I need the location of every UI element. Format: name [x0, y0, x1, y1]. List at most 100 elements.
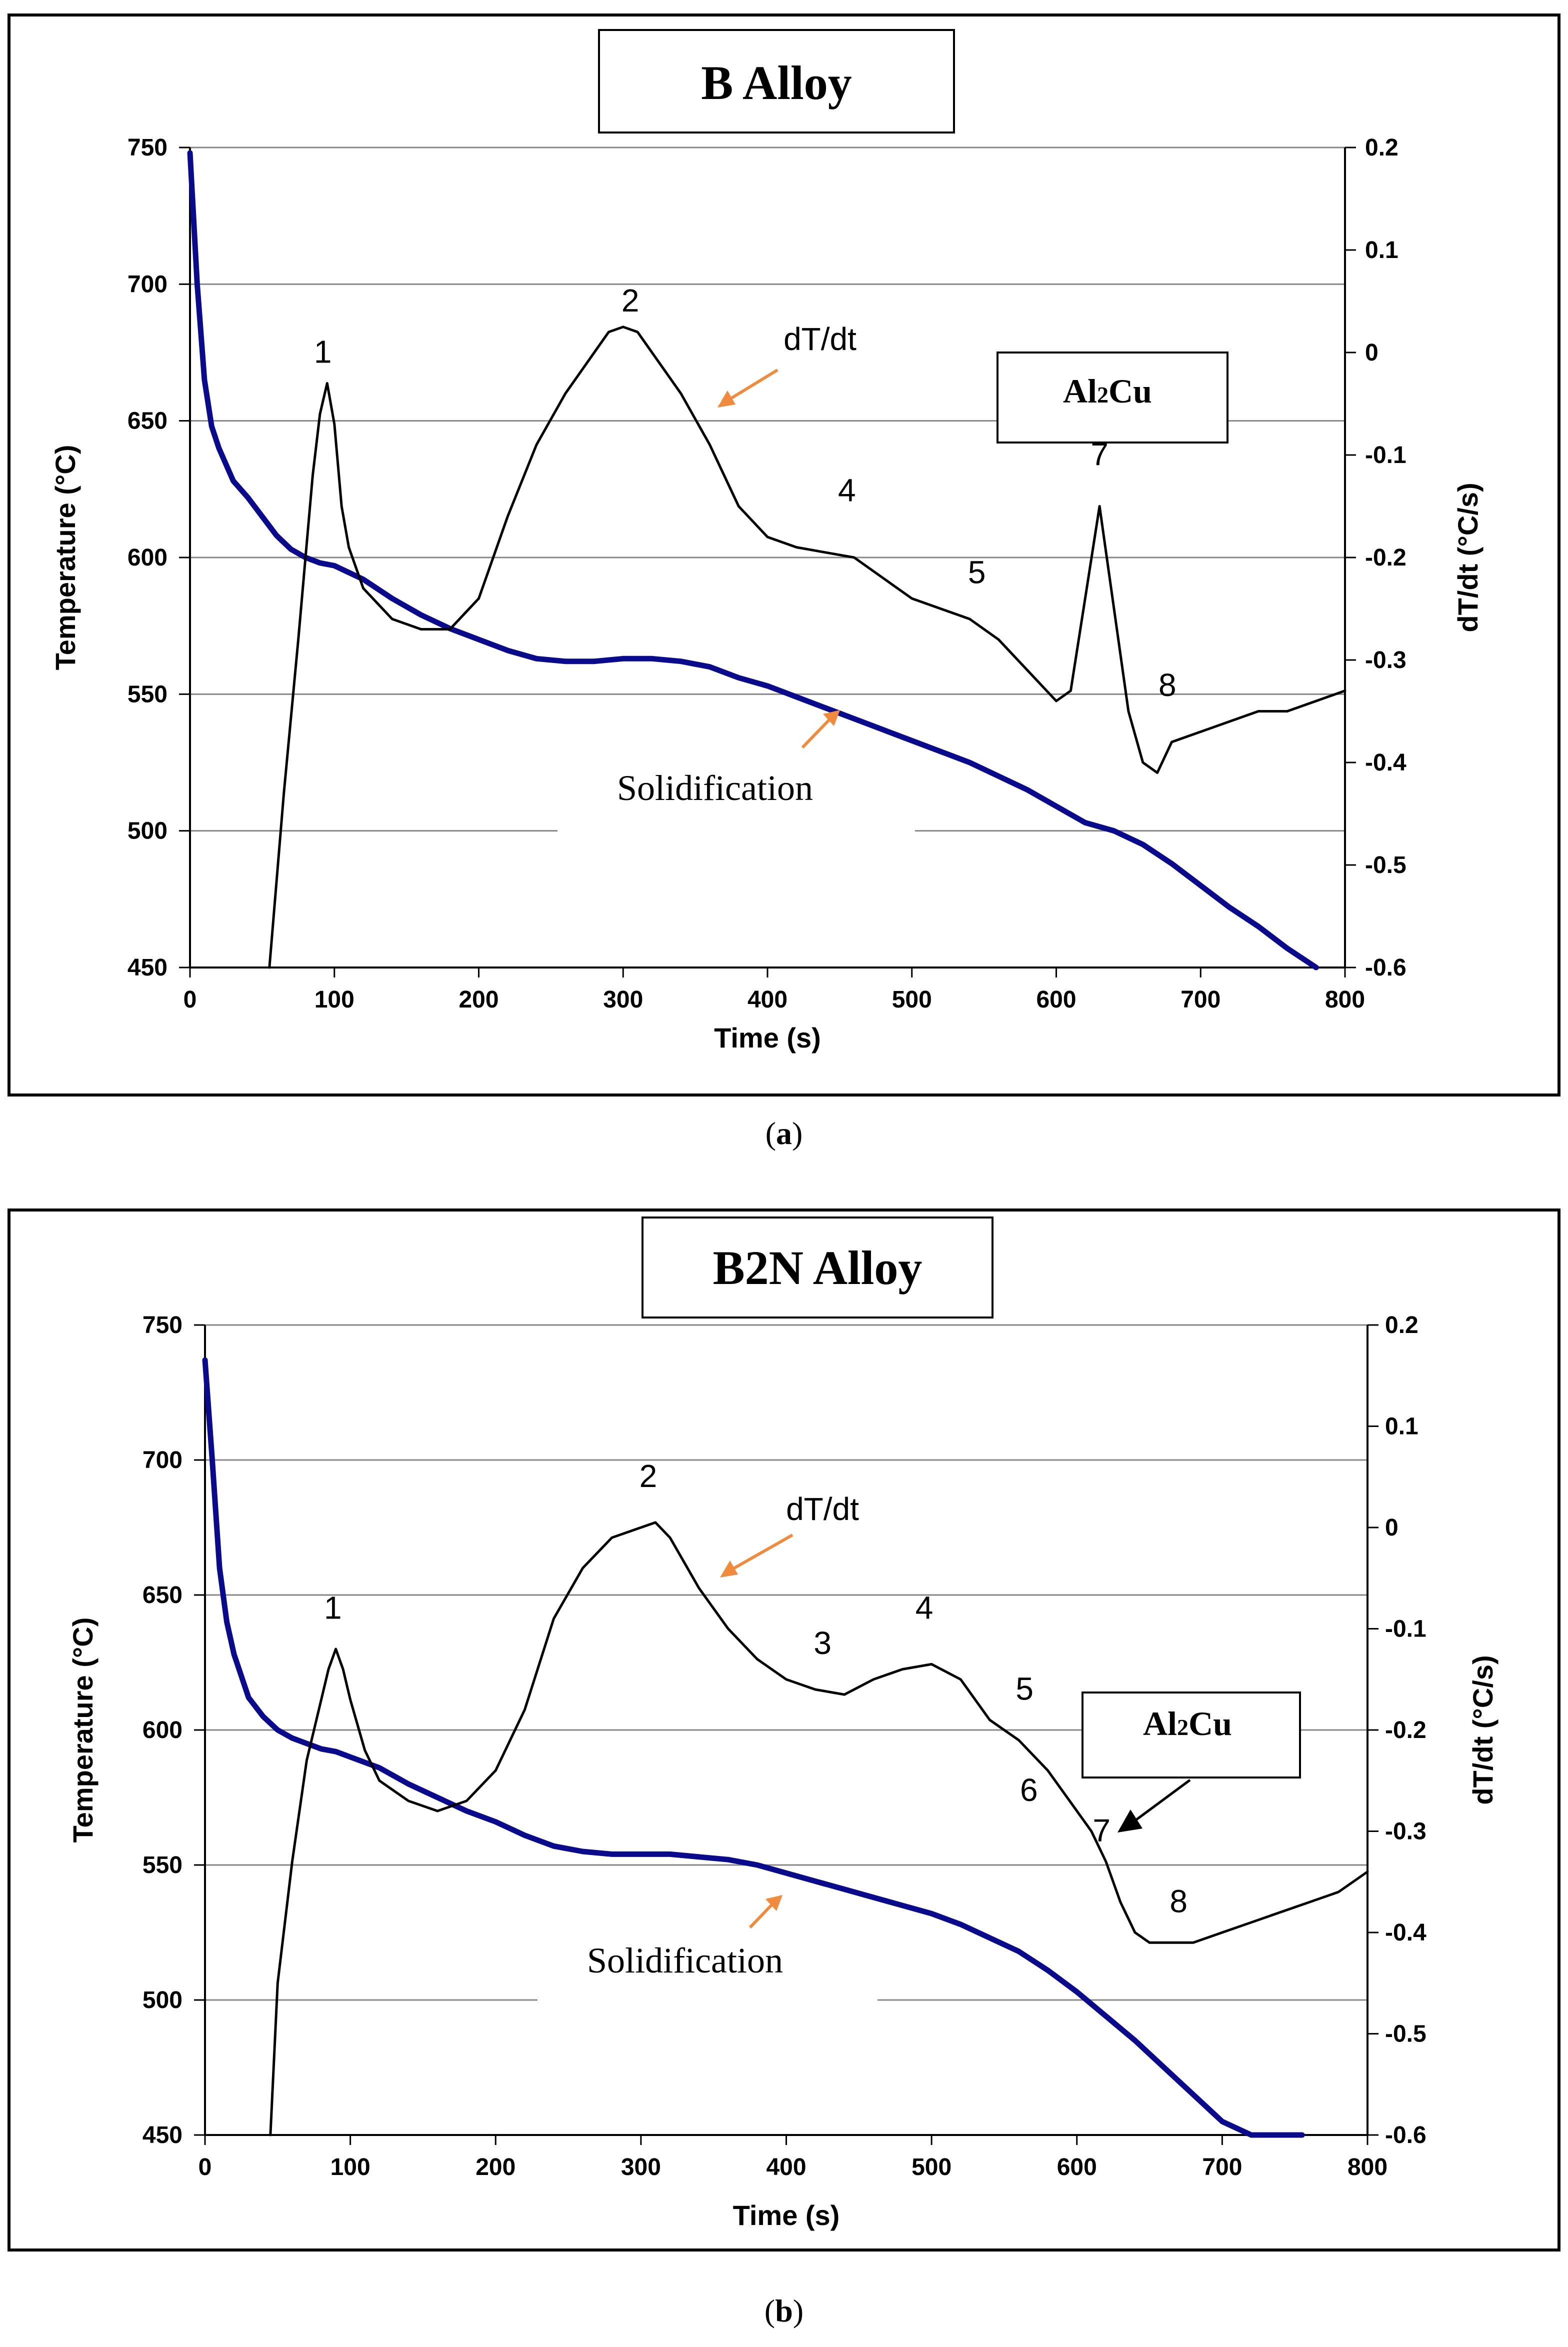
- left-tick-label: 500: [142, 1987, 182, 2014]
- solidification-arrow-head: [766, 1895, 782, 1911]
- title-box: [642, 1216, 994, 1318]
- phase-label: Al2Cu: [1143, 1704, 1232, 1742]
- right-tick-label: -0.5: [1385, 2021, 1426, 2048]
- phase-label-subscript: 2: [1177, 1714, 1188, 1740]
- x-tick-label: 100: [314, 986, 354, 1013]
- left-tick-label: 650: [128, 408, 168, 434]
- phase-box: [1082, 1692, 1301, 1778]
- x-tick-label: 100: [330, 2154, 370, 2180]
- temperature-curve: [187, 150, 1319, 970]
- x-tick-label: 300: [621, 2154, 661, 2180]
- dtdt-curve: [269, 1521, 1369, 2136]
- x-tick-label: 0: [198, 2154, 212, 2180]
- title-box: [598, 29, 955, 134]
- peak-label-8: 8: [1170, 1884, 1188, 1920]
- phase-label-tail: Cu: [1108, 372, 1152, 410]
- y-axis-title-left: Temperature (°C): [50, 445, 81, 670]
- x-tick-label: 500: [892, 986, 932, 1013]
- right-tick-label: -0.1: [1385, 1616, 1426, 1642]
- right-tick-label: 0.2: [1385, 1312, 1418, 1338]
- peak-label-7: 7: [1092, 1812, 1110, 1848]
- y-axis-title-left: Temperature (°C): [67, 1618, 98, 1843]
- x-tick-label: 800: [1348, 2154, 1388, 2180]
- peak-label-2: 2: [640, 1458, 658, 1494]
- x-axis-title: Time (s): [714, 1022, 821, 1054]
- left-tick-label: 750: [128, 134, 168, 161]
- left-tick-label: 450: [128, 954, 168, 981]
- y-axis-title-right: dT/dt (°C/s): [1467, 1655, 1498, 1804]
- x-tick-label: 0: [184, 986, 197, 1013]
- left-tick-label: 600: [142, 1717, 182, 1744]
- temperature-curve: [202, 1357, 1305, 2138]
- peak-label-1: 1: [324, 1590, 342, 1626]
- phase-arrow-head: [1118, 1810, 1142, 1832]
- peak-label-6: 6: [1020, 1772, 1038, 1808]
- right-tick-label: 0: [1365, 340, 1378, 366]
- panel-a: 750 700 650 600 550 500 450 0 100 200 300 400 500 600…: [0, 0, 1568, 1105]
- right-tick-label: -0.6: [1365, 954, 1406, 981]
- caption-b-letter: b: [775, 2293, 793, 2328]
- peak-label-3: 3: [814, 1625, 832, 1661]
- right-tick-label: -0.4: [1365, 750, 1406, 776]
- x-tick-label: 600: [1036, 986, 1076, 1013]
- left-tick-label: 450: [142, 2122, 182, 2148]
- phase-label-base: Al: [1063, 372, 1097, 410]
- peak-label-1: 1: [314, 334, 332, 370]
- chart-title: B Alloy: [701, 56, 852, 110]
- left-tick-label: 750: [142, 1312, 182, 1338]
- left-tick-label: 550: [142, 1852, 182, 1878]
- dtdt-arrow-line: [726, 368, 778, 402]
- left-tick-label: 700: [128, 271, 168, 298]
- left-tick-label: 500: [128, 818, 168, 844]
- x-tick-label: 700: [1202, 2154, 1242, 2180]
- x-tick-label: 200: [476, 2154, 516, 2180]
- peak-label-5: 5: [1016, 1670, 1034, 1706]
- phase-label-tail: Cu: [1188, 1704, 1232, 1742]
- caption-b: (b): [764, 2293, 804, 2328]
- peak-label-4: 4: [838, 472, 856, 508]
- left-tick-label: 550: [128, 681, 168, 708]
- x-tick-label: 400: [748, 986, 788, 1013]
- x-tick-label: 500: [912, 2154, 952, 2180]
- right-tick-label: -0.3: [1365, 647, 1406, 674]
- phase-label-base: Al: [1143, 1704, 1177, 1742]
- right-tick-label: 0.1: [1365, 237, 1398, 264]
- chart-title: B2N Alloy: [713, 1241, 922, 1294]
- right-tick-label: -0.4: [1385, 1920, 1426, 1946]
- dtdt-arrow-head: [720, 1560, 738, 1578]
- dtdt-arrow-head: [718, 390, 736, 408]
- x-tick-label: 300: [603, 986, 643, 1013]
- right-tick-label: 0.2: [1365, 134, 1398, 161]
- right-tick-label: -0.6: [1385, 2122, 1426, 2148]
- solidification-arrow-line: [748, 1902, 775, 1929]
- solidification-arrow-head: [823, 710, 840, 726]
- panel-b: 750 700 650 600 550 500 450 0 100 200 300 400 500 600…: [0, 1195, 1568, 2265]
- caption-a: (a): [765, 1116, 803, 1151]
- phase-arrow-line: [1132, 1778, 1191, 1824]
- right-tick-label: 0: [1385, 1514, 1398, 1541]
- panel-frame: [8, 14, 1560, 1096]
- right-tick-label: -0.5: [1365, 852, 1406, 878]
- left-tick-label: 650: [142, 1582, 182, 1608]
- phase-label-subscript: 2: [1097, 382, 1108, 408]
- x-tick-label: 400: [766, 2154, 806, 2180]
- peak-label-5: 5: [968, 554, 986, 590]
- phase-label: Al2Cu: [1063, 372, 1152, 410]
- dtdt-arrow-line: [729, 1534, 794, 1572]
- x-axis-title: Time (s): [733, 2200, 840, 2231]
- x-tick-label: 600: [1057, 2154, 1097, 2180]
- x-tick-label: 800: [1325, 986, 1365, 1013]
- peak-label-2: 2: [622, 282, 640, 318]
- right-tick-label: -0.2: [1385, 1717, 1426, 1744]
- right-tick-label: 0.1: [1385, 1414, 1418, 1440]
- dtdt-curve: [268, 326, 1346, 969]
- solidification-arrow-line: [801, 716, 832, 749]
- x-tick-label: 200: [458, 986, 498, 1013]
- caption-a-letter: a: [776, 1116, 792, 1151]
- right-tick-label: -0.3: [1385, 1818, 1426, 1845]
- right-tick-label: -0.1: [1365, 442, 1406, 468]
- solidification-label: Solidification: [617, 768, 813, 808]
- x-tick-label: 700: [1180, 986, 1220, 1013]
